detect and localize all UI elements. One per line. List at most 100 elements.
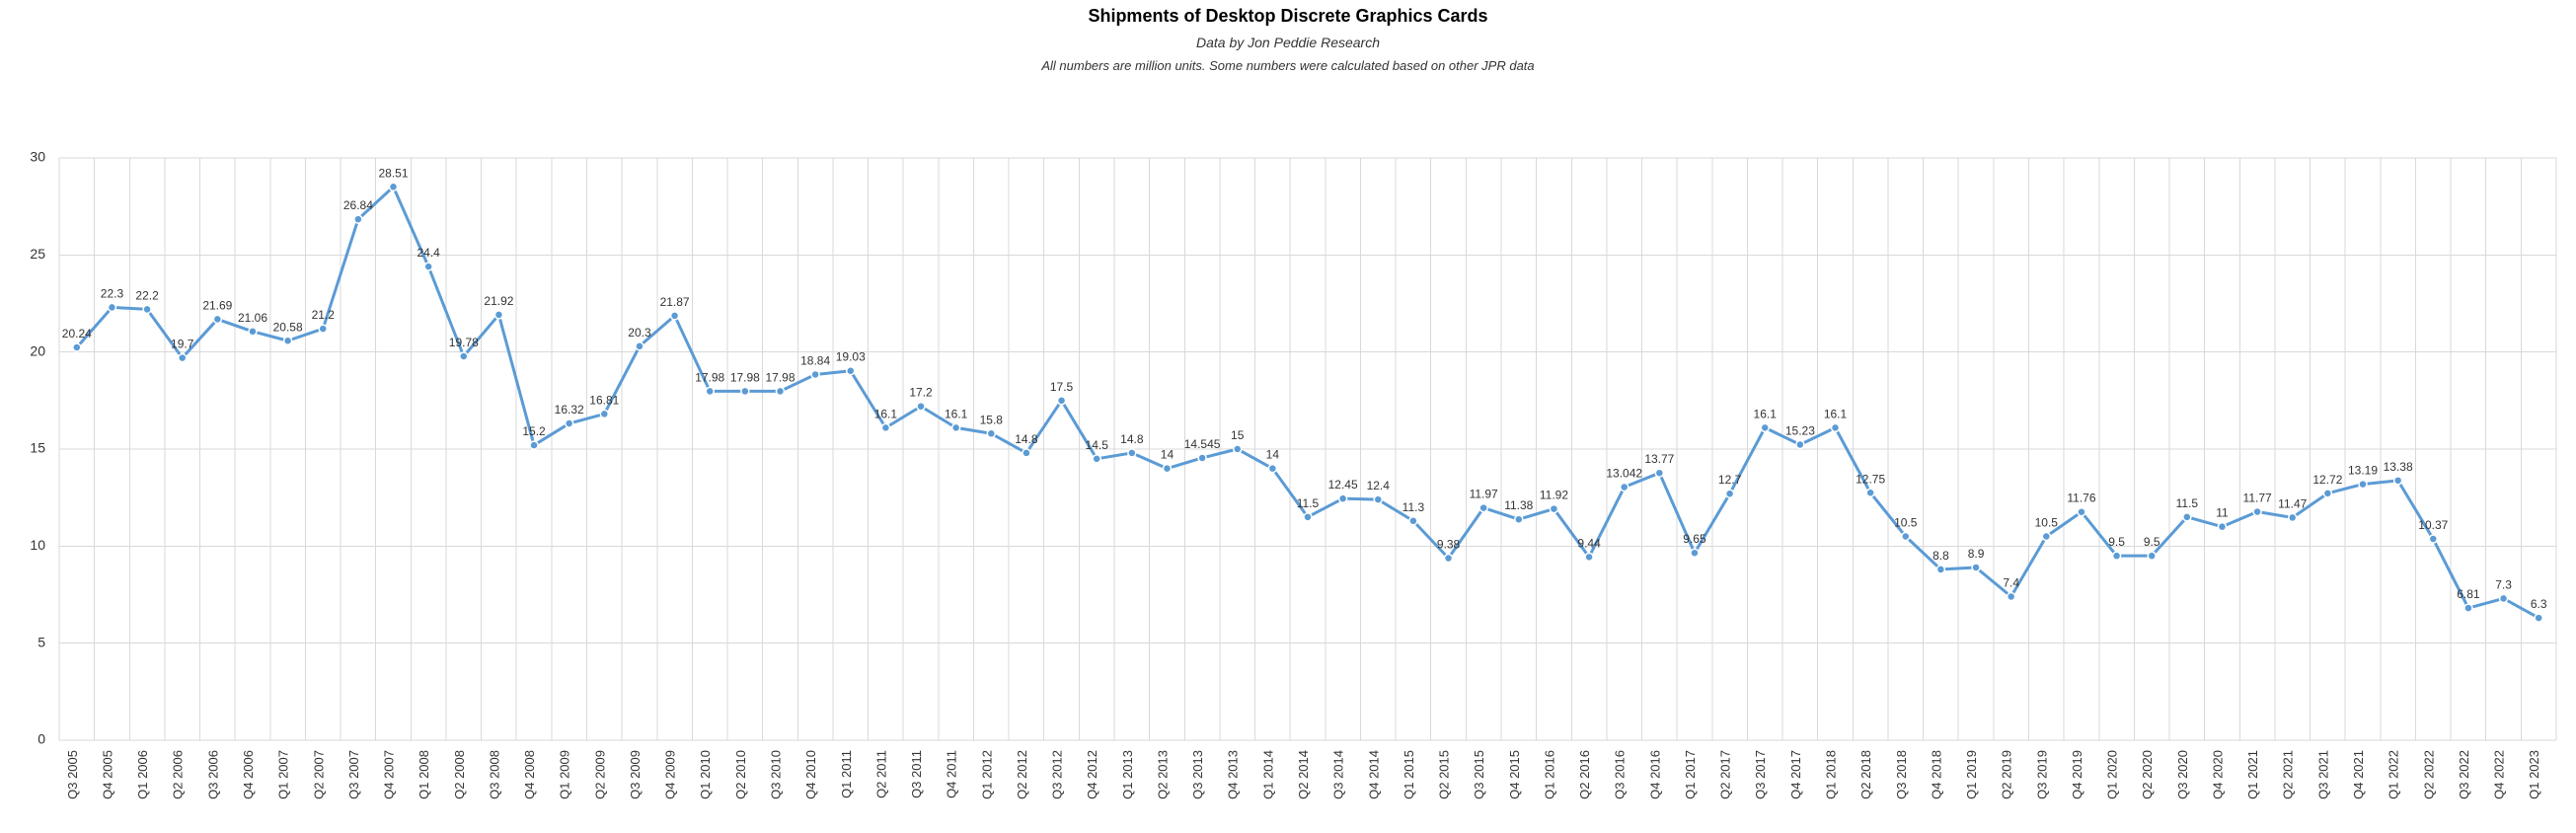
value-label: 15.8 bbox=[980, 413, 1004, 426]
x-tick-label: Q2 2014 bbox=[1296, 750, 1311, 799]
value-label: 26.84 bbox=[343, 198, 373, 212]
data-marker bbox=[2113, 552, 2121, 560]
value-label: 14 bbox=[1161, 448, 1174, 462]
data-marker bbox=[2008, 592, 2015, 600]
data-marker bbox=[1374, 495, 1382, 503]
y-tick-label: 20 bbox=[30, 342, 45, 358]
x-tick-label: Q3 2022 bbox=[2457, 750, 2471, 799]
value-label: 11 bbox=[2216, 506, 2229, 520]
chart-title: Shipments of Desktop Discrete Graphics C… bbox=[0, 6, 2576, 27]
data-marker bbox=[2464, 604, 2472, 612]
x-tick-label: Q2 2011 bbox=[873, 750, 888, 798]
data-marker bbox=[636, 342, 644, 350]
x-tick-label: Q2 2019 bbox=[2000, 750, 2014, 799]
value-label: 17.98 bbox=[730, 370, 760, 384]
x-tick-label: Q1 2008 bbox=[417, 750, 431, 799]
data-marker bbox=[1621, 484, 1629, 492]
data-marker bbox=[2500, 594, 2508, 602]
value-label: 12.45 bbox=[1328, 478, 1358, 492]
x-tick-label: Q4 2009 bbox=[663, 750, 678, 799]
data-marker bbox=[2429, 535, 2437, 543]
y-tick-label: 30 bbox=[30, 149, 45, 165]
data-marker bbox=[2323, 490, 2331, 497]
value-label: 13.042 bbox=[1606, 467, 1642, 481]
x-tick-label: Q4 2012 bbox=[1085, 750, 1099, 799]
value-label: 12.7 bbox=[1718, 473, 1742, 487]
x-tick-label: Q3 2019 bbox=[2034, 750, 2049, 799]
x-tick-label: Q4 2022 bbox=[2492, 750, 2507, 799]
x-tick-label: Q1 2012 bbox=[979, 750, 994, 799]
x-tick-label: Q1 2014 bbox=[1260, 750, 1275, 799]
value-label: 19.03 bbox=[836, 350, 866, 364]
x-tick-label: Q3 2014 bbox=[1331, 750, 1346, 799]
data-marker bbox=[2148, 552, 2156, 560]
y-tick-label: 0 bbox=[38, 731, 45, 747]
data-marker bbox=[1761, 423, 1769, 431]
x-tick-label: Q1 2007 bbox=[276, 750, 291, 799]
data-marker bbox=[671, 312, 679, 320]
value-label: 22.2 bbox=[135, 288, 159, 302]
value-label: 21.2 bbox=[312, 308, 336, 322]
value-label: 24.4 bbox=[417, 246, 440, 260]
value-label: 6.3 bbox=[2531, 597, 2547, 611]
x-tick-label: Q4 2010 bbox=[803, 750, 818, 799]
data-marker bbox=[1234, 445, 1242, 453]
data-marker bbox=[249, 328, 257, 336]
data-marker bbox=[881, 423, 889, 431]
data-marker bbox=[2359, 481, 2367, 489]
x-tick-label: Q4 2019 bbox=[2070, 750, 2084, 799]
data-marker bbox=[2218, 523, 2226, 531]
value-label: 8.9 bbox=[1968, 547, 1985, 561]
value-label: 14.5 bbox=[1086, 438, 1109, 452]
value-label: 15.23 bbox=[1785, 423, 1815, 437]
data-marker bbox=[1585, 553, 1593, 561]
x-tick-label: Q3 2021 bbox=[2315, 750, 2330, 799]
x-tick-label: Q3 2015 bbox=[1472, 750, 1486, 799]
x-tick-label: Q2 2020 bbox=[2140, 750, 2155, 799]
value-label: 16.32 bbox=[555, 403, 584, 416]
value-label: 12.4 bbox=[1367, 479, 1391, 492]
x-tick-label: Q3 2010 bbox=[768, 750, 783, 799]
x-tick-label: Q4 2005 bbox=[100, 750, 114, 799]
value-labels: 20.2422.322.219.721.6921.0620.5821.226.8… bbox=[62, 166, 2547, 611]
value-label: 9.5 bbox=[2144, 535, 2160, 549]
x-tick-label: Q3 2006 bbox=[205, 750, 220, 799]
value-label: 20.3 bbox=[628, 326, 651, 340]
x-tick-label: Q4 2007 bbox=[382, 750, 397, 799]
value-label: 16.1 bbox=[945, 407, 968, 420]
data-marker bbox=[741, 387, 749, 395]
data-marker bbox=[1902, 533, 1910, 541]
value-label: 18.84 bbox=[800, 353, 830, 367]
value-label: 16.1 bbox=[1824, 407, 1848, 420]
x-tick-label: Q4 2018 bbox=[1929, 750, 1943, 799]
value-label: 17.98 bbox=[695, 370, 724, 384]
value-label: 15 bbox=[1231, 428, 1245, 442]
value-label: 11.97 bbox=[1470, 488, 1498, 501]
x-tick-label: Q4 2011 bbox=[945, 750, 959, 798]
data-marker bbox=[1058, 397, 1066, 405]
data-marker bbox=[566, 419, 573, 427]
x-tick-label: Q2 2015 bbox=[1437, 750, 1452, 799]
value-label: 13.77 bbox=[1644, 452, 1674, 466]
data-marker bbox=[1832, 423, 1840, 431]
x-tick-label: Q4 2016 bbox=[1647, 750, 1662, 799]
value-label: 10.5 bbox=[2035, 516, 2059, 530]
value-label: 11.76 bbox=[2067, 492, 2095, 505]
value-label: 21.87 bbox=[660, 295, 690, 309]
data-points bbox=[73, 183, 2542, 622]
x-tick-label: Q1 2013 bbox=[1120, 750, 1135, 799]
data-marker bbox=[1304, 513, 1312, 521]
x-tick-label: Q2 2013 bbox=[1155, 750, 1170, 799]
x-tick-label: Q3 2009 bbox=[628, 750, 643, 799]
x-tick-label: Q2 2017 bbox=[1718, 750, 1733, 799]
data-marker bbox=[390, 183, 398, 190]
value-label: 6.81 bbox=[2457, 587, 2480, 601]
data-marker bbox=[2535, 614, 2542, 622]
value-label: 11.5 bbox=[2176, 496, 2199, 510]
value-label: 14.8 bbox=[1015, 432, 1038, 446]
value-label: 12.75 bbox=[1856, 472, 1885, 486]
x-tick-label: Q1 2011 bbox=[839, 750, 854, 798]
x-tick-label: Q3 2007 bbox=[346, 750, 361, 799]
data-marker bbox=[530, 441, 538, 449]
x-tick-label: Q4 2015 bbox=[1507, 750, 1522, 799]
